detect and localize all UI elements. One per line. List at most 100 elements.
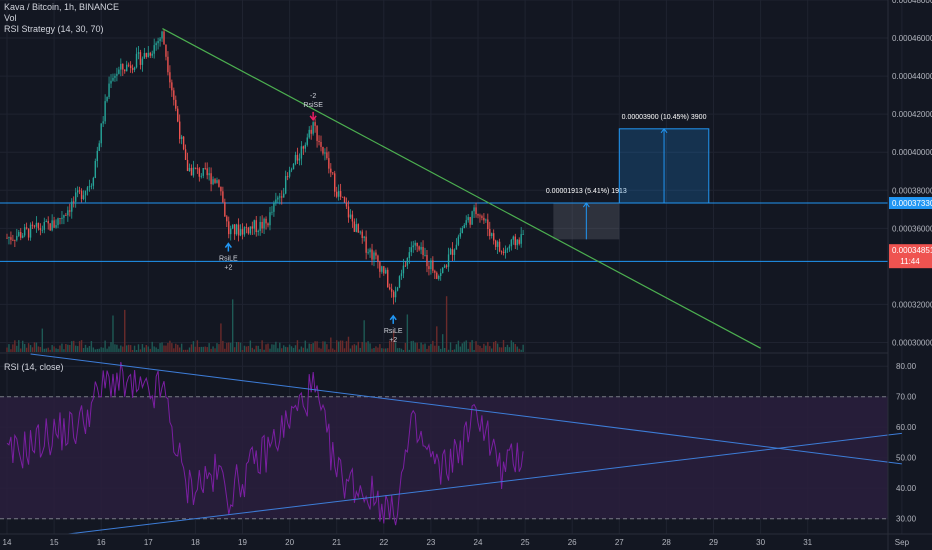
- candle-body: [390, 288, 393, 292]
- candle-body: [424, 254, 426, 256]
- candle-body: [300, 146, 303, 159]
- symbol-title[interactable]: Kava / Bitcoin, 1h, BINANCE: [4, 2, 120, 12]
- candle-body: [296, 154, 299, 161]
- price-tick-label: 0.00044000: [892, 72, 932, 81]
- candle-body: [418, 246, 420, 250]
- candle-body: [381, 266, 383, 272]
- volume-bar: [347, 336, 350, 352]
- volume-bar: [369, 343, 371, 352]
- time-axis[interactable]: 14 15 16 17 18 19 20 21 22 23 24 25 26 27 28 29 30 31 Sep: [0, 533, 932, 547]
- volume-bar: [102, 347, 104, 352]
- rsi-pane[interactable]: [0, 353, 902, 535]
- volume-bar: [47, 347, 49, 352]
- candle-body: [312, 122, 314, 134]
- volume-bar: [475, 341, 477, 352]
- price-trendline[interactable]: [162, 28, 761, 349]
- volume-bar: [167, 342, 169, 352]
- volume-bar: [179, 347, 181, 352]
- candle-body: [281, 196, 283, 198]
- candle-body: [102, 121, 104, 124]
- volume-bar: [145, 345, 148, 352]
- volume-bar: [473, 349, 475, 352]
- candle-body: [49, 223, 51, 231]
- candle-body: [445, 265, 448, 267]
- volume-indicator-label[interactable]: Vol: [4, 13, 17, 23]
- volume-bar: [394, 342, 397, 352]
- rsi-axis[interactable]: 80.00 70.00 60.00 50.00 40.00 30.00: [896, 362, 917, 524]
- price-tick-label: 0.00030000: [892, 338, 932, 347]
- candle-body: [465, 220, 467, 225]
- volume-bar: [434, 345, 436, 352]
- candle-body: [133, 67, 136, 70]
- price-pane[interactable]: 0.00001913 (5.41%) 1913 0.00003900 (10.45…: [0, 0, 903, 534]
- volume-bar: [493, 341, 495, 352]
- volume-histogram: [6, 296, 524, 352]
- candle-body: [137, 52, 140, 54]
- volume-bar: [171, 343, 173, 352]
- candle-body: [473, 207, 475, 212]
- volume-bar: [290, 346, 293, 352]
- time-tick-label: 16: [97, 538, 106, 547]
- candle-body: [288, 170, 291, 177]
- volume-bar: [196, 340, 199, 352]
- candle-body: [41, 229, 44, 231]
- candle-body: [500, 251, 503, 253]
- volume-bar: [371, 348, 373, 352]
- candle-body: [151, 53, 153, 56]
- volume-bar: [387, 348, 389, 352]
- volume-bar: [10, 349, 12, 352]
- candle-body: [98, 143, 100, 151]
- volume-bar: [137, 344, 140, 352]
- candle-body: [106, 96, 108, 102]
- candle-body: [200, 175, 202, 177]
- volume-bar: [71, 341, 73, 352]
- volume-bar: [522, 344, 524, 352]
- time-tick-label: 20: [285, 538, 294, 547]
- time-tick-label: Sep: [895, 538, 910, 547]
- volume-bar: [124, 309, 126, 352]
- candle-body: [422, 246, 424, 256]
- volume-bar: [398, 347, 401, 352]
- volume-bar: [173, 348, 175, 352]
- volume-bar: [487, 341, 489, 352]
- rsi-trendline[interactable]: [30, 353, 902, 465]
- price-tick-label: 0.00048000: [892, 0, 932, 5]
- rsi-tick-label: 60.00: [896, 423, 917, 432]
- candle-body: [304, 144, 306, 149]
- candle-body: [449, 249, 452, 255]
- candle-body: [241, 229, 244, 235]
- volume-bar: [326, 344, 328, 352]
- volume-bar: [379, 344, 381, 352]
- volume-bar: [149, 348, 151, 352]
- volume-bar: [169, 340, 171, 352]
- candle-body: [406, 258, 409, 266]
- candle-body: [173, 90, 175, 100]
- volume-bar: [69, 345, 71, 352]
- candle-body: [51, 220, 53, 231]
- volume-bar: [139, 349, 142, 352]
- strategy-indicator-label[interactable]: RSI Strategy (14, 30, 70): [4, 24, 104, 34]
- candle-body: [110, 80, 112, 84]
- time-tick-label: 27: [615, 538, 624, 547]
- candle-body: [126, 64, 128, 72]
- volume-bar: [108, 346, 110, 352]
- candle-body: [522, 234, 524, 235]
- volume-bar: [314, 341, 316, 352]
- price-axis[interactable]: 0.00048000 0.00046000 0.00044000 0.00042000…: [887, 0, 932, 550]
- volume-bar: [243, 345, 246, 352]
- candle-body: [127, 64, 130, 66]
- volume-bar: [502, 340, 505, 352]
- candle-body: [27, 228, 30, 238]
- price-tick-label: 0.00046000: [892, 34, 932, 43]
- volume-bar: [512, 342, 515, 352]
- rsi-trendline[interactable]: [68, 432, 902, 535]
- volume-bar: [18, 340, 20, 352]
- volume-bar: [320, 348, 322, 352]
- rsi-indicator-label[interactable]: RSI (14, close): [4, 362, 64, 372]
- time-tick-label: 15: [50, 538, 59, 547]
- volume-bar: [463, 341, 465, 352]
- candle-body: [180, 136, 183, 140]
- volume-bar: [114, 344, 116, 352]
- candle-body: [404, 265, 407, 267]
- time-tick-label: 14: [3, 538, 12, 547]
